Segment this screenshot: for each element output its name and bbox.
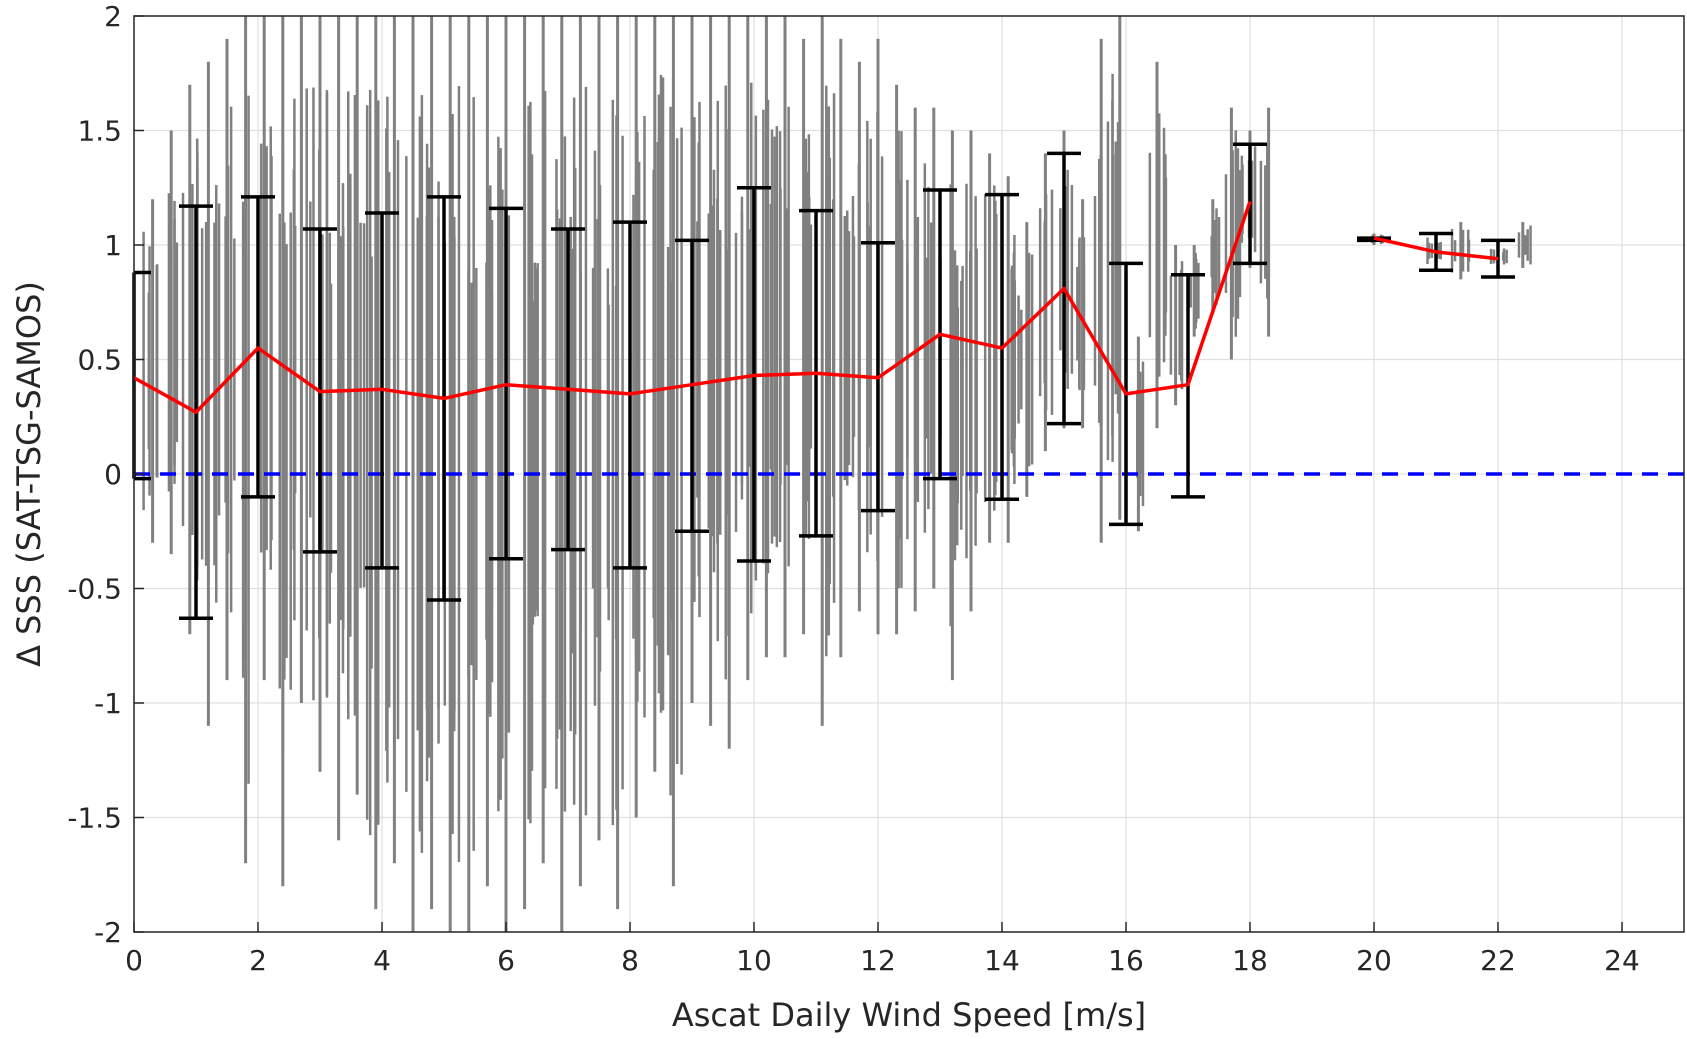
x-axis-ticks: 0 2 4 6 8 10 12 14 16 18 20 22 24 [125, 922, 1640, 977]
x-axis-label: Ascat Daily Wind Speed [m/s] [672, 996, 1146, 1034]
x-tick-label: 0 [125, 944, 143, 977]
x-tick-label: 24 [1604, 944, 1640, 977]
x-tick-label: 22 [1480, 944, 1516, 977]
error-bar [1481, 238, 1515, 279]
x-tick-label: 8 [621, 944, 639, 977]
y-axis-ticks: -2 -1.5 -1 -0.5 0 0.5 1 1.5 2 [67, 0, 144, 949]
y-tick-label: 1.5 [77, 115, 122, 148]
y-tick-label: 2 [104, 0, 122, 33]
mean-line-series [1373, 236, 1499, 261]
y-tick-label: -1.5 [67, 802, 122, 835]
y-tick-label: -2 [94, 916, 122, 949]
mean-line [133, 200, 1499, 414]
mean-line-series [133, 200, 1252, 414]
x-tick-label: 6 [497, 944, 515, 977]
y-tick-label: -0.5 [67, 573, 122, 606]
y-tick-label: 0 [104, 458, 122, 491]
x-tick-label: 10 [736, 944, 772, 977]
x-tick-label: 16 [1108, 944, 1144, 977]
y-tick-label: -1 [94, 687, 122, 720]
x-tick-label: 18 [1232, 944, 1268, 977]
x-tick-label: 20 [1356, 944, 1392, 977]
y-tick-label: 0.5 [77, 344, 122, 377]
x-tick-label: 4 [373, 944, 391, 977]
scatter-points [142, 16, 1532, 932]
x-tick-label: 12 [860, 944, 896, 977]
y-axis-label: Δ SSS (SAT-TSG-SAMOS) [10, 281, 48, 667]
x-tick-label: 14 [984, 944, 1020, 977]
y-tick-label: 1 [104, 229, 122, 262]
x-tick-label: 2 [249, 944, 267, 977]
